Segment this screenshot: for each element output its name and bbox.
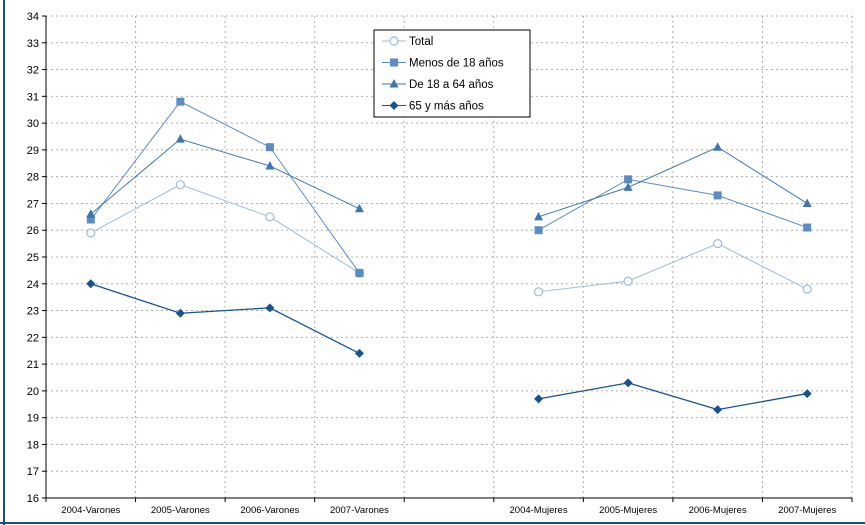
y-tick-label: 19 <box>27 413 39 425</box>
x-tick-label: 2007-Mujeres <box>778 505 836 516</box>
y-tick-label: 20 <box>27 386 39 398</box>
data-point-s2 <box>355 269 364 278</box>
series-line-2 <box>90 101 360 274</box>
data-point-s4 <box>802 389 812 399</box>
legend-marker <box>390 58 398 67</box>
x-tick-label: 2005-Mujeres <box>599 505 657 516</box>
x-tick-label: 2004-Mujeres <box>510 505 568 516</box>
data-point-s2 <box>803 223 812 232</box>
series-line-4 <box>90 283 360 354</box>
legend-box <box>373 29 531 118</box>
y-tick-label: 21 <box>27 359 39 371</box>
data-point-s2 <box>86 215 95 224</box>
data-point-s1 <box>175 180 185 190</box>
legend-marker <box>389 36 399 46</box>
data-point-s4 <box>623 378 633 388</box>
legend-label: 65 y más años <box>409 101 484 113</box>
y-tick-label: 28 <box>27 172 39 184</box>
y-tick-label: 32 <box>27 65 39 77</box>
x-tick-label: 2007-Varones <box>330 505 389 516</box>
x-tick-label: 2006-Mujeres <box>689 505 747 516</box>
y-tick-label: 31 <box>27 91 39 103</box>
y-tick-label: 27 <box>27 198 39 210</box>
data-point-s4 <box>713 405 723 415</box>
data-point-s1 <box>623 276 633 286</box>
data-point-s4 <box>354 348 364 358</box>
data-point-s3 <box>534 211 544 221</box>
legend-label: De 18 a 64 años <box>409 79 494 91</box>
series-line-2 <box>538 178 808 231</box>
data-point-s3 <box>175 134 185 143</box>
data-point-s4 <box>175 308 185 318</box>
series-line-4 <box>538 382 808 411</box>
data-point-s2 <box>534 226 543 235</box>
legend-label: Menos de 18 años <box>409 58 504 70</box>
y-tick-label: 18 <box>27 439 39 451</box>
data-point-s3 <box>86 209 96 218</box>
y-tick-label: 16 <box>27 493 39 505</box>
y-tick-label: 24 <box>27 279 39 291</box>
y-tick-label: 33 <box>27 38 39 50</box>
data-point-s2 <box>624 175 633 184</box>
data-point-s2 <box>265 143 274 152</box>
data-point-s3 <box>265 160 275 170</box>
legend-marker <box>389 101 399 110</box>
legend-marker <box>389 79 399 88</box>
x-tick-label: 2005-Varones <box>151 505 210 516</box>
y-tick-label: 17 <box>27 466 39 478</box>
data-point-s4 <box>86 279 96 289</box>
data-point-s1 <box>86 228 96 238</box>
data-point-s1 <box>265 212 275 222</box>
data-point-s4 <box>534 394 544 404</box>
data-point-s2 <box>176 97 185 106</box>
data-point-s2 <box>713 191 722 200</box>
data-point-s3 <box>713 142 723 151</box>
x-tick-label: 2006-Varones <box>240 505 299 516</box>
x-tick-label: 2004-Varones <box>61 505 120 516</box>
data-point-s3 <box>623 182 633 191</box>
series-line-1 <box>90 184 360 274</box>
data-point-s1 <box>533 287 544 297</box>
y-tick-label: 23 <box>27 306 39 318</box>
series-line-1 <box>538 243 808 293</box>
data-point-s3 <box>802 198 812 207</box>
data-point-s4 <box>265 303 275 313</box>
y-tick-label: 25 <box>27 252 39 264</box>
y-tick-label: 26 <box>27 225 39 237</box>
y-tick-label: 30 <box>27 118 39 130</box>
series-line-3 <box>538 146 808 218</box>
y-tick-label: 29 <box>27 145 39 157</box>
legend-label: Total <box>409 36 433 48</box>
data-point-s3 <box>354 203 364 213</box>
data-point-s1 <box>713 239 723 249</box>
y-tick-label: 34 <box>27 11 39 23</box>
y-tick-label: 22 <box>27 332 39 344</box>
series-line-3 <box>90 138 360 215</box>
data-point-s1 <box>802 284 812 294</box>
